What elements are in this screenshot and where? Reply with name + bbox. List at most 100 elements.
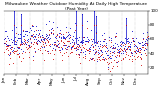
Point xyxy=(13,10,15,11)
Point xyxy=(17,54,19,55)
Point xyxy=(133,44,135,45)
Point xyxy=(52,29,55,31)
Point xyxy=(20,40,22,41)
Point xyxy=(24,31,27,32)
Point xyxy=(24,43,27,45)
Point xyxy=(115,35,117,36)
Point xyxy=(34,50,36,52)
Point xyxy=(68,40,71,42)
Point xyxy=(141,41,144,42)
Point xyxy=(79,46,81,47)
Point xyxy=(89,45,92,46)
Point xyxy=(80,49,83,51)
Point xyxy=(62,43,65,44)
Point xyxy=(61,48,63,49)
Point xyxy=(88,48,90,50)
Point xyxy=(44,42,46,43)
Point xyxy=(31,44,34,45)
Point xyxy=(144,45,146,46)
Point xyxy=(146,43,148,44)
Point xyxy=(85,21,88,22)
Point xyxy=(15,39,18,40)
Point xyxy=(137,50,140,51)
Point xyxy=(130,51,132,53)
Point xyxy=(124,51,127,52)
Point xyxy=(55,37,57,38)
Point xyxy=(66,34,69,36)
Point xyxy=(13,37,16,38)
Point xyxy=(65,36,67,37)
Point xyxy=(104,52,107,54)
Point xyxy=(78,44,81,45)
Point xyxy=(3,52,6,53)
Point xyxy=(60,37,62,38)
Point xyxy=(93,41,96,43)
Point xyxy=(68,37,71,39)
Point xyxy=(80,41,82,43)
Point xyxy=(129,48,132,50)
Point xyxy=(10,50,13,51)
Point xyxy=(45,35,48,36)
Point xyxy=(122,42,125,44)
Point xyxy=(129,45,132,46)
Point xyxy=(70,47,72,48)
Point xyxy=(59,37,62,38)
Point xyxy=(78,54,80,55)
Point xyxy=(145,43,148,44)
Point xyxy=(4,45,7,47)
Point xyxy=(130,31,133,32)
Point xyxy=(128,50,131,51)
Point xyxy=(81,42,83,44)
Point xyxy=(92,59,95,60)
Point xyxy=(65,48,68,49)
Point xyxy=(95,33,98,34)
Point xyxy=(95,51,97,52)
Point xyxy=(85,41,88,42)
Point xyxy=(34,38,37,39)
Point xyxy=(92,38,94,39)
Point xyxy=(23,40,25,42)
Point xyxy=(73,22,76,24)
Point xyxy=(71,41,73,43)
Point xyxy=(73,47,76,49)
Point xyxy=(87,40,89,41)
Point xyxy=(140,57,143,59)
Point xyxy=(61,35,64,36)
Point xyxy=(35,42,37,44)
Point xyxy=(127,42,129,44)
Point xyxy=(136,47,138,48)
Point xyxy=(84,57,86,59)
Point xyxy=(26,30,29,31)
Point xyxy=(71,45,74,47)
Point xyxy=(91,49,94,50)
Point xyxy=(107,63,109,64)
Point xyxy=(58,29,61,30)
Point xyxy=(114,36,117,37)
Point xyxy=(11,41,14,43)
Point xyxy=(7,44,9,46)
Point xyxy=(9,44,11,46)
Point xyxy=(53,43,56,44)
Point xyxy=(26,35,28,36)
Point xyxy=(135,45,137,47)
Point xyxy=(25,46,28,47)
Point xyxy=(120,45,123,46)
Point xyxy=(141,33,144,34)
Point xyxy=(30,35,33,36)
Point xyxy=(104,38,106,40)
Point xyxy=(62,36,65,38)
Point xyxy=(120,41,123,43)
Point xyxy=(5,30,8,31)
Point xyxy=(111,52,113,53)
Point xyxy=(143,43,146,44)
Point xyxy=(23,38,25,39)
Point xyxy=(84,40,87,42)
Point xyxy=(14,50,16,52)
Point xyxy=(24,42,27,43)
Point xyxy=(84,48,87,49)
Point xyxy=(62,37,65,38)
Point xyxy=(75,24,78,25)
Point xyxy=(109,56,112,57)
Point xyxy=(146,45,149,46)
Point xyxy=(132,37,134,38)
